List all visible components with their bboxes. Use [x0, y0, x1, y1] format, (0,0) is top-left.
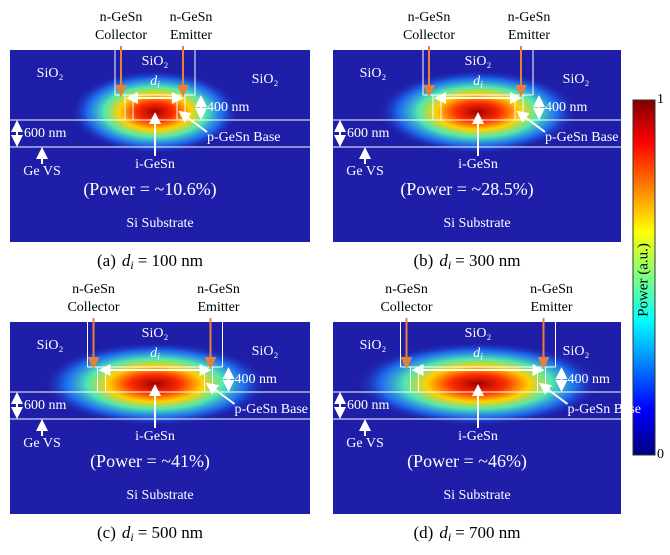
collector-role: Collector — [95, 28, 147, 43]
collector-role: Collector — [380, 300, 432, 315]
buffer-label: Ge VS — [346, 436, 383, 451]
caption-value: = 100 nm — [138, 251, 203, 270]
caption-tag: (c) — [97, 523, 116, 542]
collector-label: n-GeSn — [100, 10, 143, 25]
width-subscript: i — [480, 352, 483, 363]
colorbar-min: 0 — [657, 447, 664, 462]
caption: (c)di= 500 nm — [97, 523, 203, 544]
collector-label: n-GeSn — [408, 10, 451, 25]
bottom-thickness: 600 nm — [24, 398, 67, 413]
base-label: p-GeSn Base — [207, 130, 281, 145]
emitter-role: Emitter — [198, 300, 240, 315]
oxide-label: SiO₂ — [360, 338, 387, 353]
bottom-thickness: 600 nm — [347, 126, 390, 141]
oxide-label: SiO₂ — [360, 66, 387, 81]
width-subscript: i — [157, 80, 160, 91]
caption-subscript: i — [448, 530, 451, 544]
oxide-label: SiO₂ — [465, 326, 492, 341]
caption-value: = 300 nm — [455, 251, 520, 270]
buffer-label: Ge VS — [346, 164, 383, 179]
caption: (d)di= 700 nm — [414, 523, 521, 544]
intrinsic-label: i-GeSn — [135, 429, 175, 444]
caption-tag: (b) — [414, 251, 434, 270]
top-thickness: 400 nm — [568, 372, 611, 387]
width-subscript: i — [157, 352, 160, 363]
top-thickness: 400 nm — [545, 100, 588, 115]
oxide-label: SiO₂ — [465, 54, 492, 69]
base-label: p-GeSn Base — [568, 402, 642, 417]
emitter-label: n-GeSn — [170, 10, 213, 25]
power-label: (Power = ~10.6%) — [83, 179, 216, 200]
oxide-label: SiO₂ — [563, 344, 590, 359]
oxide-label: SiO₂ — [563, 72, 590, 87]
substrate-label: Si Substrate — [126, 488, 193, 503]
caption-value: = 700 nm — [455, 523, 520, 542]
emitter-label: n-GeSn — [530, 282, 573, 297]
caption-subscript: i — [130, 530, 133, 544]
collector-role: Collector — [403, 28, 455, 43]
panel: n-GeSn Collector n-GeSn Emitter SiO₂ SiO₂ SiO₂… — [333, 10, 621, 272]
bottom-thickness: 600 nm — [24, 126, 67, 141]
substrate-label: Si Substrate — [126, 216, 193, 231]
emitter-label: n-GeSn — [197, 282, 240, 297]
caption: (a)di= 100 nm — [97, 251, 203, 272]
caption-subscript: i — [448, 258, 451, 272]
figure: 1 0 Power (a.u.) n-GeSn Collector n-GeSn Em… — [0, 0, 670, 555]
panel: n-GeSn Collector n-GeSn Emitter SiO₂ SiO₂ SiO₂… — [10, 282, 310, 544]
bottom-thickness: 600 nm — [347, 398, 390, 413]
intrinsic-label: i-GeSn — [458, 429, 498, 444]
caption: (b)di= 300 nm — [414, 251, 521, 272]
top-thickness: 400 nm — [235, 372, 278, 387]
emitter-role: Emitter — [508, 28, 550, 43]
emitter-label: n-GeSn — [508, 10, 551, 25]
base-label: p-GeSn Base — [235, 402, 309, 417]
caption-value: = 500 nm — [138, 523, 203, 542]
colorbar-label: Power (a.u.) — [635, 243, 651, 317]
collector-role: Collector — [67, 300, 119, 315]
oxide-label: SiO₂ — [142, 326, 169, 341]
colorbar-max: 1 — [657, 92, 664, 107]
power-label: (Power = ~41%) — [90, 451, 210, 472]
collector-label: n-GeSn — [72, 282, 115, 297]
oxide-label: SiO₂ — [37, 66, 64, 81]
oxide-label: SiO₂ — [142, 54, 169, 69]
substrate-label: Si Substrate — [443, 216, 510, 231]
intrinsic-label: i-GeSn — [458, 157, 498, 172]
substrate-label: Si Substrate — [443, 488, 510, 503]
oxide-label: SiO₂ — [252, 72, 279, 87]
power-label: (Power = ~28.5%) — [400, 179, 533, 200]
oxide-label: SiO₂ — [37, 338, 64, 353]
oxide-label: SiO₂ — [252, 344, 279, 359]
emitter-role: Emitter — [531, 300, 573, 315]
collector-label: n-GeSn — [385, 282, 428, 297]
power-label: (Power = ~46%) — [407, 451, 527, 472]
caption-tag: (d) — [414, 523, 434, 542]
top-thickness: 400 nm — [207, 100, 250, 115]
buffer-label: Ge VS — [23, 436, 60, 451]
caption-tag: (a) — [97, 251, 116, 270]
emitter-role: Emitter — [170, 28, 212, 43]
buffer-label: Ge VS — [23, 164, 60, 179]
panel: n-GeSnCollectorn-GeSnEmitterSiO₂SiO₂SiO₂… — [10, 10, 310, 272]
base-label: p-GeSn Base — [545, 130, 619, 145]
caption-subscript: i — [130, 258, 133, 272]
intrinsic-label: i-GeSn — [135, 157, 175, 172]
width-subscript: i — [480, 80, 483, 91]
panel: n-GeSn Collector n-GeSn Emitter SiO₂ SiO₂ SiO₂… — [333, 282, 641, 544]
